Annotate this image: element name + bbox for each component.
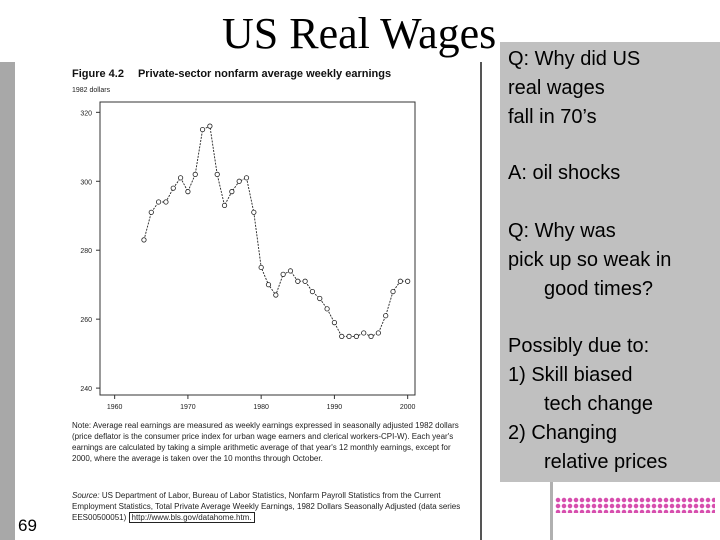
- qa-line: real wages: [508, 77, 605, 99]
- figure-label: Figure 4.2 Private-sector nonfarm average…: [72, 68, 391, 80]
- data-point: [405, 278, 411, 284]
- data-point: [251, 209, 257, 215]
- plot-frame: [99, 101, 416, 396]
- data-point: [397, 278, 403, 284]
- data-point: [317, 295, 323, 302]
- figure-note: Note: Average real earnings are measured…: [72, 421, 459, 463]
- slide-title: US Real Wages: [222, 9, 497, 58]
- data-point: [236, 178, 242, 184]
- earnings-chart: 240 260 280 300 320 1960 1970 1980 1990 2000: [80, 101, 416, 411]
- data-point: [185, 189, 191, 195]
- source-link[interactable]: http://www.bls.gov/datahome.htm.: [128, 512, 255, 523]
- y-tick-label: 260: [80, 317, 92, 324]
- qa-line: good times?: [544, 278, 653, 300]
- qa-line: fall in 70’s: [508, 106, 597, 128]
- data-point: [280, 271, 286, 277]
- y-tick-label: 320: [80, 110, 92, 117]
- qa-line: tech change: [544, 393, 653, 415]
- data-point: [390, 288, 396, 295]
- y-tick-label: 300: [80, 179, 92, 186]
- data-point: [258, 264, 264, 271]
- decor-bar: [550, 482, 553, 540]
- decor-dots: [555, 497, 715, 513]
- data-point: [141, 237, 147, 243]
- data-point: [207, 123, 213, 129]
- figure-caption: Private-sector nonfarm average weekly ea…: [137, 68, 392, 80]
- data-point: [383, 313, 389, 319]
- qa-line: Possibly due to:: [508, 335, 650, 357]
- data-point: [302, 278, 308, 284]
- data-point: [361, 330, 367, 336]
- x-tick-label: 1970: [180, 404, 196, 411]
- data-point: [243, 175, 250, 181]
- data-point: [229, 189, 235, 195]
- x-tick-label: 1990: [327, 404, 343, 411]
- data-point: [156, 199, 162, 205]
- y-axis-units: 1982 dollars: [72, 87, 111, 94]
- data-point: [163, 199, 169, 205]
- qa-line: Q: Why did US: [508, 48, 641, 70]
- data-point: [287, 268, 294, 274]
- data-point: [273, 292, 279, 298]
- qa-line: Q: Why was: [508, 220, 616, 242]
- data-point: [375, 330, 381, 336]
- data-point: [331, 320, 338, 326]
- qa-line: relative prices: [544, 451, 668, 473]
- source-lead: Source:: [72, 491, 100, 500]
- series-line: [143, 125, 408, 337]
- data-point: [221, 202, 228, 209]
- data-point: [368, 333, 374, 339]
- qa-line: 2) Changing: [508, 422, 617, 444]
- figure-number: Figure 4.2: [72, 68, 124, 80]
- data-point: [170, 185, 176, 191]
- data-point: [324, 306, 330, 312]
- data-point: [353, 333, 359, 339]
- data-point: [346, 333, 352, 339]
- qa-line: A: oil shocks: [508, 162, 621, 184]
- data-point: [214, 171, 220, 177]
- x-tick-label: 1980: [253, 404, 269, 411]
- data-point: [339, 333, 345, 339]
- qa-panel: Q: Why did US real wages fall in 70’s A: oi…: [500, 42, 720, 482]
- figure-source: Source: US Department of Labor, Bureau o…: [72, 490, 472, 523]
- data-point: [148, 209, 154, 215]
- qa-line: pick up so weak in: [508, 249, 672, 271]
- qa-line: 1) Skill biased: [508, 364, 633, 386]
- data-point: [309, 288, 316, 295]
- left-margin-strip: [0, 62, 15, 540]
- y-tick-label: 240: [80, 386, 92, 393]
- data-point: [265, 282, 272, 288]
- y-tick-label: 280: [80, 248, 92, 255]
- data-point: [192, 171, 198, 177]
- source-text: US Department of Labor, Bureau of Labor …: [72, 491, 461, 522]
- data-point: [295, 278, 301, 284]
- x-tick-label: 1960: [107, 404, 123, 411]
- data-point: [199, 126, 206, 133]
- data-point: [177, 175, 184, 181]
- x-tick-label: 2000: [400, 404, 416, 411]
- slide-number: 69: [18, 516, 37, 535]
- figure-panel: Figure 4.2 Private-sector nonfarm average…: [60, 62, 482, 540]
